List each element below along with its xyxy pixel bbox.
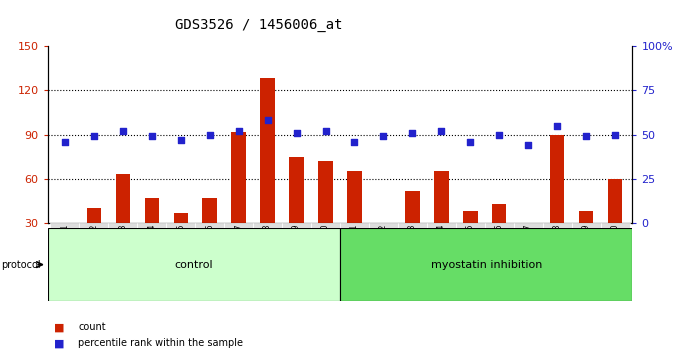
- FancyBboxPatch shape: [340, 223, 369, 228]
- Point: [118, 128, 129, 134]
- Point: [378, 133, 389, 139]
- FancyBboxPatch shape: [513, 223, 543, 228]
- Point: [291, 130, 302, 136]
- FancyBboxPatch shape: [311, 223, 340, 228]
- FancyBboxPatch shape: [340, 228, 632, 301]
- Text: GSM344646: GSM344646: [495, 223, 504, 270]
- Bar: [608, 179, 622, 223]
- Point: [609, 132, 620, 137]
- Text: ■: ■: [54, 338, 65, 348]
- Bar: [550, 135, 564, 223]
- Point: [320, 128, 331, 134]
- Text: GSM344641: GSM344641: [350, 223, 359, 270]
- Point: [60, 139, 71, 144]
- Point: [146, 133, 157, 139]
- Text: GSM344642: GSM344642: [379, 223, 388, 270]
- Bar: [116, 175, 130, 223]
- Point: [349, 139, 360, 144]
- Point: [551, 123, 562, 129]
- Bar: [173, 213, 188, 223]
- Text: GSM344635: GSM344635: [176, 223, 185, 270]
- FancyBboxPatch shape: [50, 223, 80, 228]
- Text: GSM344636: GSM344636: [205, 223, 214, 270]
- Text: GSM344649: GSM344649: [581, 223, 590, 270]
- Text: GSM344634: GSM344634: [148, 223, 156, 270]
- Text: myostatin inhibition: myostatin inhibition: [430, 259, 542, 270]
- Point: [175, 137, 186, 143]
- FancyBboxPatch shape: [572, 223, 600, 228]
- FancyBboxPatch shape: [485, 223, 513, 228]
- Text: GSM344633: GSM344633: [118, 223, 127, 270]
- Bar: [492, 204, 507, 223]
- FancyBboxPatch shape: [108, 223, 137, 228]
- Text: GSM344643: GSM344643: [408, 223, 417, 270]
- Point: [523, 142, 534, 148]
- Bar: [86, 208, 101, 223]
- FancyBboxPatch shape: [48, 228, 340, 301]
- Text: count: count: [78, 322, 106, 332]
- Point: [436, 128, 447, 134]
- Text: GSM344631: GSM344631: [61, 223, 69, 270]
- Text: control: control: [175, 259, 213, 270]
- Point: [407, 130, 418, 136]
- Point: [262, 118, 273, 123]
- Text: GSM344637: GSM344637: [234, 223, 243, 270]
- Bar: [579, 211, 594, 223]
- Text: GSM344639: GSM344639: [292, 223, 301, 270]
- FancyBboxPatch shape: [282, 223, 311, 228]
- FancyBboxPatch shape: [253, 223, 282, 228]
- FancyBboxPatch shape: [398, 223, 427, 228]
- Text: GSM344650: GSM344650: [611, 223, 619, 270]
- FancyBboxPatch shape: [427, 223, 456, 228]
- Text: GDS3526 / 1456006_at: GDS3526 / 1456006_at: [175, 18, 342, 32]
- FancyBboxPatch shape: [456, 223, 485, 228]
- Bar: [145, 198, 159, 223]
- Text: GSM344632: GSM344632: [90, 223, 99, 270]
- Bar: [434, 171, 449, 223]
- Bar: [405, 190, 420, 223]
- Point: [465, 139, 476, 144]
- Text: GSM344640: GSM344640: [321, 223, 330, 270]
- Text: GSM344648: GSM344648: [553, 223, 562, 270]
- FancyBboxPatch shape: [80, 223, 108, 228]
- Text: GSM344645: GSM344645: [466, 223, 475, 270]
- Text: GSM344638: GSM344638: [263, 223, 272, 270]
- FancyBboxPatch shape: [195, 223, 224, 228]
- Bar: [231, 132, 246, 223]
- FancyBboxPatch shape: [543, 223, 572, 228]
- FancyBboxPatch shape: [167, 223, 195, 228]
- Bar: [289, 156, 304, 223]
- Text: protocol: protocol: [1, 259, 41, 270]
- Text: ■: ■: [54, 322, 65, 332]
- FancyBboxPatch shape: [600, 223, 630, 228]
- FancyBboxPatch shape: [224, 223, 253, 228]
- Point: [204, 132, 215, 137]
- Bar: [203, 198, 217, 223]
- Bar: [318, 161, 333, 223]
- Text: GSM344644: GSM344644: [437, 223, 446, 270]
- Point: [233, 128, 244, 134]
- FancyBboxPatch shape: [369, 223, 398, 228]
- Text: percentile rank within the sample: percentile rank within the sample: [78, 338, 243, 348]
- Bar: [463, 211, 477, 223]
- Bar: [347, 171, 362, 223]
- Point: [88, 133, 99, 139]
- Point: [494, 132, 505, 137]
- Bar: [260, 79, 275, 223]
- Text: GSM344647: GSM344647: [524, 223, 532, 270]
- Point: [581, 133, 592, 139]
- FancyBboxPatch shape: [137, 223, 167, 228]
